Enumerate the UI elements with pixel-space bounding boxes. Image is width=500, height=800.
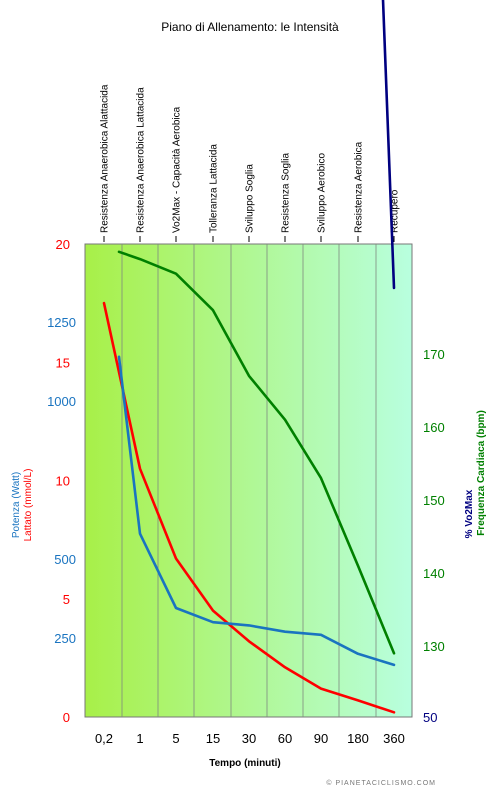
power-line [117,355,396,667]
power-axis-label: Potenza (Watt) [11,472,22,538]
zone-label-4: Sviluppo Soglia [245,164,256,233]
lactate-tick-label: 15 [56,355,70,370]
zone-labels: Resistenza Anaerobica Alattacida Resisten… [100,84,401,242]
plot-area [84,243,413,718]
lactate-tick-label: 10 [56,474,70,489]
lactate-tick-label: 5 [63,592,70,607]
x-tick-label: 15 [206,731,220,746]
x-tick-label: 90 [314,731,328,746]
hr-line [117,250,396,655]
lactate-line [102,301,396,714]
chart-title: Piano di Allenamento: le Intensità [161,20,339,34]
hr-tick-label: 150 [423,493,445,508]
zone-dividers [121,244,377,717]
power-tick-label: 1250 [47,315,76,330]
x-tick-label: 60 [278,731,292,746]
zone-label-7: Resistenza Aerobica [354,141,365,233]
x-axis: 0,2 1 5 15 30 60 90 180 360 [95,731,405,746]
x-axis-label: Tempo (minuti) [209,758,280,769]
zone-label-3: Tolleranza Lattacida [209,144,220,233]
power-tick-label: 500 [54,552,76,567]
left-axis: 0 5 10 15 20 250 500 1000 1250 [47,237,76,725]
zone-label-8: Recupero [390,189,401,233]
x-tick-label: 360 [383,731,405,746]
x-tick-label: 180 [347,731,369,746]
zone-label-5: Resistenza Soglia [281,153,292,233]
lactate-tick-label: 0 [63,710,70,725]
vo2max-axis-label: % Vo2Max [464,489,475,538]
x-tick-label: 0,2 [95,731,113,746]
power-tick-label: 1000 [47,394,76,409]
series-layer [102,0,396,714]
hr-tick-label: 130 [423,639,445,654]
watermark: © PIANETACICLISMO.COM [326,779,436,787]
zone-label-0: Resistenza Anaerobica Alattacida [100,84,111,233]
power-tick-label: 250 [54,631,76,646]
hr-tick-label: 170 [423,347,445,362]
hr-tick-label: 160 [423,420,445,435]
lactate-tick-label: 20 [56,237,70,252]
hr-tick-label: 140 [423,566,445,581]
x-tick-label: 1 [136,731,143,746]
hr-axis-label: Frequenza Cardiaca (bpm) [476,410,487,536]
zone-label-2: Vo2Max - Capacità Aerobica [172,106,183,233]
x-tick-label: 30 [242,731,256,746]
vo2max-tick-label: 50 [423,710,437,725]
lactate-axis-label: Lattato (mmol/L) [23,469,34,542]
right-axis: 5060708090100130140150160170 [423,347,445,725]
zone-label-1: Resistenza Anaerobica Lattacida [136,87,147,233]
x-tick-label: 5 [172,731,179,746]
zone-label-6: Sviluppo Aerobico [317,153,328,233]
